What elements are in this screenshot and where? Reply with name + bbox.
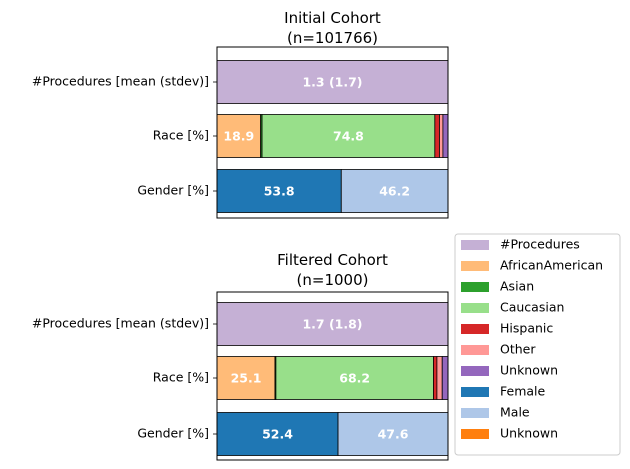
y-tick-label: Gender [%] bbox=[137, 183, 209, 198]
y-tick-label: Race [%] bbox=[153, 128, 209, 143]
y-tick-label: Race [%] bbox=[153, 370, 209, 385]
legend-label: Caucasian bbox=[500, 300, 564, 315]
axes-frame bbox=[216, 46, 449, 219]
legend-swatch bbox=[461, 240, 489, 250]
bar-segment bbox=[261, 114, 436, 158]
legend-swatch bbox=[461, 303, 489, 313]
bar-segment bbox=[433, 356, 438, 400]
legend-label: AfricanAmerican bbox=[500, 258, 603, 273]
legend-label: #Procedures bbox=[500, 237, 580, 252]
axes-frame bbox=[216, 291, 449, 461]
legend-label: Unknown bbox=[500, 426, 558, 441]
legend-label: Hispanic bbox=[500, 321, 553, 336]
bar-label: 52.4 bbox=[262, 427, 293, 442]
bar-segment bbox=[275, 356, 434, 400]
bar-label: 1.7 (1.8) bbox=[302, 317, 362, 332]
legend-swatch bbox=[461, 345, 489, 355]
bar-segment bbox=[442, 114, 449, 158]
legend-label: Male bbox=[500, 405, 530, 420]
charts-group: Initial Cohort (n=101766) 1.3 (1.7) #Proced… bbox=[32, 9, 449, 461]
chart-title-line: (n=1000) bbox=[297, 271, 369, 289]
legend-swatch bbox=[461, 282, 489, 292]
chart-title-line: Initial Cohort bbox=[284, 9, 381, 27]
bar-segment bbox=[436, 356, 443, 400]
y-tick-label: #Procedures [mean (stdev)] bbox=[32, 74, 209, 89]
legend-swatch bbox=[461, 366, 489, 376]
y-tick-label: #Procedures [mean (stdev)] bbox=[32, 316, 209, 331]
legend-entry: Female bbox=[461, 384, 546, 399]
legend-frame bbox=[454, 233, 621, 456]
legend-entry: Hispanic bbox=[461, 321, 553, 336]
legend-entry: Male bbox=[461, 405, 530, 420]
bar-label: 25.1 bbox=[231, 371, 262, 386]
legend-label: Other bbox=[500, 342, 536, 357]
legend-entry: Unknown bbox=[461, 363, 558, 378]
legend-label: Asian bbox=[500, 279, 534, 294]
legend-label: Female bbox=[500, 384, 546, 399]
y-tick-label: Gender [%] bbox=[137, 426, 209, 441]
bar-label: 53.8 bbox=[264, 184, 295, 199]
chart-title: Initial Cohort (n=101766) bbox=[284, 9, 381, 47]
bar-segment bbox=[216, 302, 449, 346]
chart-panel-1: Initial Cohort (n=101766) 1.3 (1.7) #Proced… bbox=[32, 9, 449, 219]
legend-entry: AfricanAmerican bbox=[461, 258, 603, 273]
legend-swatch bbox=[461, 324, 489, 334]
legend-swatch bbox=[461, 387, 489, 397]
legend-swatch bbox=[461, 429, 489, 439]
bar-label: 68.2 bbox=[339, 371, 370, 386]
bar-label: 47.6 bbox=[378, 427, 409, 442]
bar-segment bbox=[439, 114, 444, 158]
legend-entry: Asian bbox=[461, 279, 534, 294]
legend-entry: Unknown bbox=[461, 426, 558, 441]
chart-title-line: Filtered Cohort bbox=[277, 251, 388, 269]
bar-segment bbox=[216, 114, 262, 158]
bar-segment bbox=[216, 412, 339, 456]
legend-label: Unknown bbox=[500, 363, 558, 378]
bar-segment bbox=[434, 114, 440, 158]
bar-segment bbox=[441, 356, 449, 400]
legend-swatch bbox=[461, 408, 489, 418]
chart-title-line: (n=101766) bbox=[287, 29, 378, 47]
bar-label: 18.9 bbox=[223, 129, 254, 144]
legend-entry: #Procedures bbox=[461, 237, 580, 252]
chart-title: Filtered Cohort (n=1000) bbox=[277, 251, 388, 289]
bar-label: 1.3 (1.7) bbox=[302, 75, 362, 90]
chart-panel-2: Filtered Cohort (n=1000) 1.7 (1.8) #Procedu… bbox=[32, 251, 449, 461]
bar-label: 74.8 bbox=[333, 129, 364, 144]
legend-swatch bbox=[461, 261, 489, 271]
legend: #Procedures AfricanAmerican Asian Caucasian… bbox=[454, 233, 621, 456]
bar-segment bbox=[337, 412, 449, 456]
legend-entry: Other bbox=[461, 342, 536, 357]
legend-entry: Caucasian bbox=[461, 300, 564, 315]
bar-label: 46.2 bbox=[379, 184, 410, 199]
bar-segment bbox=[216, 60, 449, 104]
